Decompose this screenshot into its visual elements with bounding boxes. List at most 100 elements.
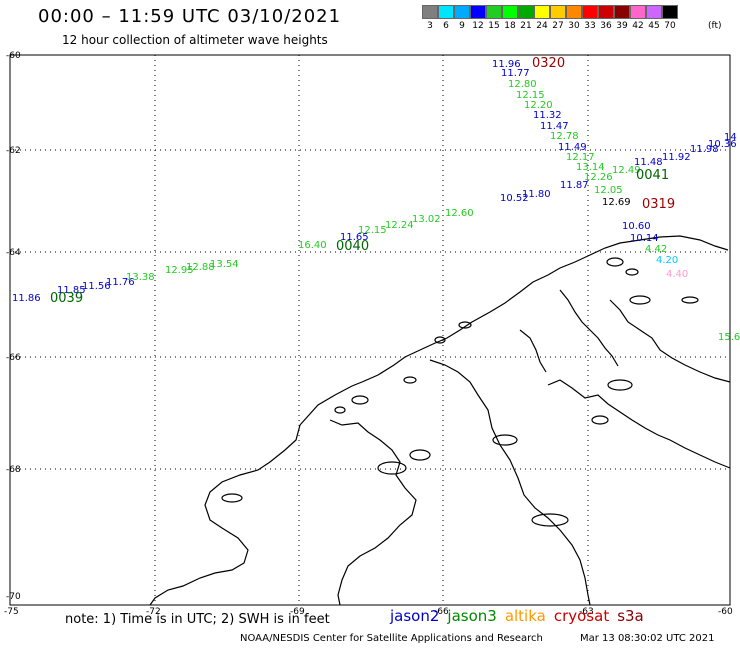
color-swatch [614, 5, 630, 19]
swh-value: 11.86 [12, 293, 41, 304]
swh-value: 14 [724, 132, 737, 143]
graticule [10, 55, 730, 605]
track-0041-values: 11.48 11.92 10.36 14 11.98 12.49 11.87 1… [500, 132, 737, 204]
color-swatch [518, 5, 534, 19]
lon-label: -66 [434, 607, 449, 617]
lat-label: -68 [6, 465, 21, 475]
color-swatch [470, 5, 486, 19]
legend-item-cryosat: cryosat [553, 607, 610, 625]
track-label-0320: 0320 [532, 56, 565, 71]
lon-label: -75 [4, 607, 19, 617]
swh-value: 12.26 [584, 172, 613, 183]
color-scale-label: 27 [552, 21, 564, 31]
lon-label: -69 [290, 607, 305, 617]
swh-value: 12.17 [566, 152, 595, 163]
color-swatch [422, 5, 438, 19]
swh-value: 12.78 [550, 131, 579, 142]
satellite-legend: jason2 jason3 altika cryosat s3a [390, 607, 644, 625]
swh-value: 12.15 [516, 90, 545, 101]
color-scale-label: 70 [664, 21, 676, 31]
swh-value: 13.02 [412, 214, 441, 225]
track-label-0319: 0319 [642, 197, 675, 212]
color-swatch [566, 5, 582, 19]
swh-value: 11.47 [540, 121, 569, 132]
color-swatch [630, 5, 646, 19]
track-0039-values: 11.86 11.85 11.56 11.76 13.38 [12, 272, 155, 304]
swh-value: 13.38 [126, 272, 155, 283]
swh-value: 12.49 [612, 165, 641, 176]
map-title: 00:00 – 11:59 UTC 03/10/2021 [38, 6, 342, 27]
color-scale-label: 9 [459, 21, 465, 31]
swh-value: 11.77 [501, 68, 530, 79]
lat-label: -66 [6, 353, 21, 363]
color-swatch [502, 5, 518, 19]
swh-value: 12.95 [165, 265, 194, 276]
legend-item-jason2: jason2 [390, 607, 440, 625]
swh-value: 12.24 [385, 220, 414, 231]
map-subtitle: 12 hour collection of altimeter wave hei… [62, 33, 328, 47]
swh-value: 15.6 [718, 332, 740, 343]
legend-item-jason3: jason3 [447, 607, 497, 625]
color-scale-label: 30 [568, 21, 580, 31]
swh-value: 11.87 [560, 180, 589, 191]
swh-value: 11.32 [533, 110, 562, 121]
swh-value: 10.60 [622, 221, 651, 232]
color-swatch [438, 5, 454, 19]
color-scale-label: 39 [616, 21, 628, 31]
color-scale-label: 42 [632, 21, 644, 31]
color-scale-label: 21 [520, 21, 532, 31]
swh-value: 12.69 [602, 197, 631, 208]
coastline [149, 235, 731, 606]
swh-value: 4.40 [666, 269, 688, 280]
color-scale-labels: 3 6 9 12 15 18 21 24 27 30 33 36 39 42 45 70 [422, 21, 678, 31]
legend-item-s3a: s3a [617, 607, 644, 625]
swh-value: 4.42 [645, 244, 667, 255]
color-swatch [454, 5, 470, 19]
track-0040-values: 11.65 16.40 13.54 12.95 12.88 13.02 12.6… [165, 208, 474, 276]
swh-value: 10.14 [630, 233, 659, 244]
color-scale-label: 18 [504, 21, 516, 31]
color-swatch [486, 5, 502, 19]
swh-value: 11.56 [82, 281, 111, 292]
track-0319-values: 12.69 10.60 10.14 4.42 4.20 4.40 15.6 [602, 197, 740, 343]
swh-value: 11.76 [106, 277, 135, 288]
color-swatch [646, 5, 662, 19]
footer-timestamp: Mar 13 08:30:02 UTC 2021 [580, 633, 715, 644]
color-scale-label: 45 [648, 21, 660, 31]
swh-value: 12.60 [445, 208, 474, 219]
lon-label: -72 [146, 607, 161, 617]
legend-item-altika: altika [504, 607, 546, 625]
color-swatch [582, 5, 598, 19]
map-frame [9, 54, 731, 606]
swh-value: 12.88 [186, 262, 215, 273]
swh-value: 12.20 [524, 100, 553, 111]
track-label-0040: 0040 [336, 239, 369, 254]
color-scale-bar [422, 5, 678, 19]
swh-value: 13.14 [576, 162, 605, 173]
lat-label: -60 [6, 51, 21, 61]
swh-value: 11.49 [558, 142, 587, 153]
lat-label: -62 [6, 146, 21, 156]
color-scale-label: 6 [443, 21, 449, 31]
track-label-0039: 0039 [50, 291, 83, 306]
color-scale-label: 33 [584, 21, 596, 31]
swh-value: 12.05 [594, 185, 623, 196]
swh-value: 11.92 [662, 152, 691, 163]
swh-value: 12.15 [358, 225, 387, 236]
longitude-labels: -75 -72 -69 -66 -63 -60 [4, 607, 733, 617]
footer-credit: NOAA/NESDIS Center for Satellite Applica… [240, 633, 543, 644]
color-scale-label: 15 [488, 21, 500, 31]
color-swatch [598, 5, 614, 19]
swh-value: 11.80 [522, 189, 551, 200]
color-scale-label: 3 [427, 21, 433, 31]
lon-label: -60 [718, 607, 733, 617]
color-swatch [534, 5, 550, 19]
swh-value: 11.65 [340, 232, 369, 243]
latitude-labels: -60 -62 -64 -66 -68 -70 [6, 51, 21, 602]
swh-value: 11.96 [492, 59, 521, 70]
lat-label: -64 [6, 248, 21, 258]
lon-label: -63 [579, 607, 594, 617]
track-0320-values: 11.96 11.77 12.80 12.15 12.20 11.32 11.4… [492, 59, 613, 183]
swh-value: 4.20 [656, 255, 678, 266]
